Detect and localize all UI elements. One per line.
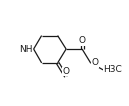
- Text: H3C: H3C: [104, 65, 122, 74]
- Text: NH: NH: [19, 45, 33, 54]
- Text: O: O: [91, 58, 98, 67]
- Text: O: O: [63, 67, 70, 76]
- Text: O: O: [79, 36, 86, 45]
